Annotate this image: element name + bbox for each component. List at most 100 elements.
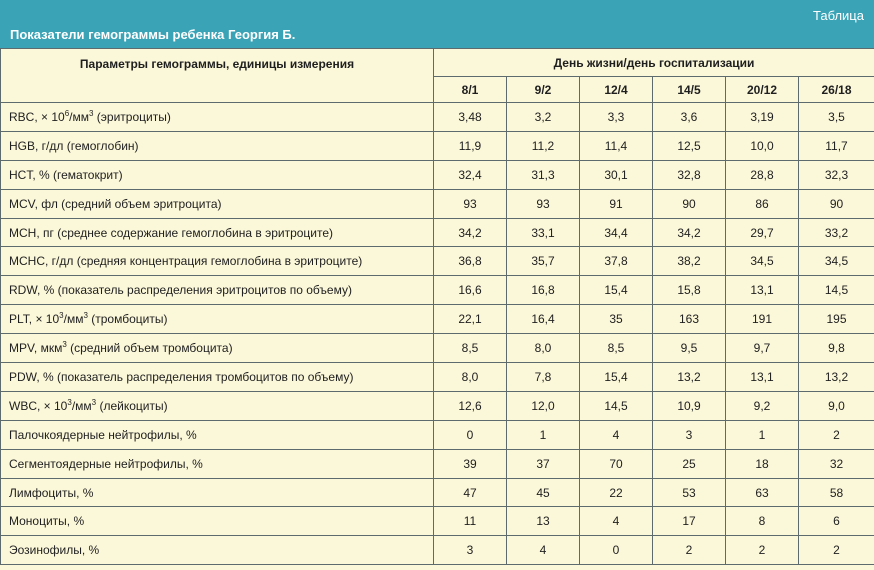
day-column-header: 14/5 bbox=[652, 76, 726, 103]
value-cell: 195 bbox=[797, 304, 874, 335]
value-cell: 0 bbox=[433, 419, 507, 450]
parameter-label: Эозинофилы, % bbox=[0, 535, 434, 566]
value-cell: 32,4 bbox=[433, 159, 507, 190]
parameter-label-part: 3 bbox=[67, 397, 72, 407]
parameter-label-part: PLT, × 10 bbox=[9, 312, 60, 327]
hemogram-table: Параметры гемограммы, единицы измерения … bbox=[0, 48, 874, 566]
value-cell: 4 bbox=[579, 419, 653, 450]
value-cell: 38,2 bbox=[652, 246, 726, 277]
value-cell: 14,5 bbox=[797, 275, 874, 306]
parameter-label: PDW, % (показатель распределения тромбоц… bbox=[0, 362, 434, 392]
value-cell: 15,4 bbox=[579, 275, 653, 306]
value-cell: 3,3 bbox=[579, 102, 653, 132]
value-cell: 34,2 bbox=[433, 217, 507, 248]
parameter-label-part: /мм bbox=[71, 398, 92, 413]
value-cell: 11,9 bbox=[433, 130, 507, 161]
value-cell: 37,8 bbox=[579, 246, 653, 277]
value-cell: 1 bbox=[725, 419, 799, 450]
parameter-label: Палочкоядерные нейтрофилы, % bbox=[0, 419, 434, 450]
day-column-header: 20/12 bbox=[725, 76, 799, 103]
value-cell: 4 bbox=[579, 506, 653, 537]
value-cell: 47 bbox=[433, 477, 507, 508]
value-cell: 11 bbox=[433, 506, 507, 537]
group-column-header: День жизни/день госпитализации bbox=[432, 48, 874, 77]
value-cell: 2 bbox=[797, 535, 874, 566]
parameter-label-part: WBC, × 10 bbox=[9, 398, 68, 413]
parameter-label-part: RBC, × 10 bbox=[9, 109, 65, 124]
value-cell: 8,5 bbox=[579, 333, 653, 364]
value-cell: 12,6 bbox=[433, 390, 507, 421]
parameter-label-part: 6 bbox=[64, 108, 70, 118]
parameter-label: MCHC, г/дл (средняя концентрация гемогло… bbox=[0, 246, 434, 277]
value-cell: 31,3 bbox=[506, 159, 580, 190]
value-cell: 32,3 bbox=[797, 159, 874, 190]
table-row: Эозинофилы, % 3 4 0 2 2 2 bbox=[0, 535, 874, 566]
parameter-label-part: (средний объем тромбоцита) bbox=[66, 341, 233, 356]
value-cell: 163 bbox=[652, 304, 726, 335]
value-cell: 0 bbox=[579, 535, 653, 566]
parameter-label-part: (эритроциты) bbox=[93, 109, 171, 124]
value-cell: 13,1 bbox=[725, 362, 799, 392]
value-cell: 90 bbox=[652, 188, 726, 219]
table-row: Моноциты, % 11 13 4 17 8 6 bbox=[0, 506, 874, 537]
parameter-label-part: MCHC, г/дл (средняя концентрация гемогло… bbox=[9, 254, 363, 269]
value-cell: 90 bbox=[797, 188, 874, 219]
value-cell: 8 bbox=[725, 506, 799, 537]
value-cell: 12,5 bbox=[652, 130, 726, 161]
value-cell: 91 bbox=[579, 188, 653, 219]
day-column-header: 26/18 bbox=[797, 76, 874, 103]
value-cell: 39 bbox=[433, 448, 507, 479]
value-cell: 4 bbox=[506, 535, 580, 566]
value-cell: 8,0 bbox=[506, 333, 580, 364]
value-cell: 3,48 bbox=[433, 102, 507, 132]
value-cell: 3,19 bbox=[725, 102, 799, 132]
value-cell: 13,2 bbox=[652, 362, 726, 392]
parameter-label-part: (лейкоциты) bbox=[96, 398, 168, 413]
value-cell: 3,6 bbox=[652, 102, 726, 132]
value-cell: 37 bbox=[506, 448, 580, 479]
value-cell: 13 bbox=[506, 506, 580, 537]
value-cell: 7,8 bbox=[506, 362, 580, 392]
table-row: MCV, фл (средний объем эритроцита) 93 93 91… bbox=[0, 188, 874, 219]
value-cell: 32 bbox=[797, 448, 874, 479]
parameter-label: RBC, × 106/мм3 (эритроциты) bbox=[0, 102, 434, 132]
table-title: Показатели гемограммы ребенка Георгия Б. bbox=[10, 27, 296, 42]
value-cell: 35,7 bbox=[506, 246, 580, 277]
table-row: MCH, пг (среднее содержание гемоглобина … bbox=[0, 217, 874, 248]
value-cell: 93 bbox=[506, 188, 580, 219]
parameter-label-part: MPV, мкм bbox=[9, 341, 63, 356]
param-column-header: Параметры гемограммы, единицы измерения bbox=[0, 48, 434, 103]
value-cell: 11,2 bbox=[506, 130, 580, 161]
value-cell: 1 bbox=[506, 419, 580, 450]
value-cell: 3 bbox=[433, 535, 507, 566]
parameter-label: Сегментоядерные нейтрофилы, % bbox=[0, 448, 434, 479]
parameter-label: Лимфоциты, % bbox=[0, 477, 434, 508]
value-cell: 45 bbox=[506, 477, 580, 508]
value-cell: 58 bbox=[797, 477, 874, 508]
value-cell: 13,1 bbox=[725, 275, 799, 306]
value-cell: 25 bbox=[652, 448, 726, 479]
table-row: WBC, × 103/мм3 (лейкоциты) 12,6 12,0 14,5 10… bbox=[0, 390, 874, 421]
value-cell: 30,1 bbox=[579, 159, 653, 190]
value-cell: 35 bbox=[579, 304, 653, 335]
parameter-label-part: RDW, % (показатель распределения эритроц… bbox=[9, 283, 352, 298]
parameter-label-part: Эозинофилы, % bbox=[9, 543, 100, 558]
parameter-label-part: Лимфоциты, % bbox=[9, 485, 94, 500]
parameter-label-part: 3 bbox=[83, 311, 88, 321]
value-cell: 34,2 bbox=[652, 217, 726, 248]
table-row: HGB, г/дл (гемоглобин) 11,9 11,2 11,4 12,5 10… bbox=[0, 130, 874, 161]
value-cell: 2 bbox=[797, 419, 874, 450]
parameter-label-part: Моноциты, % bbox=[9, 514, 85, 529]
parameter-label: RDW, % (показатель распределения эритроц… bbox=[0, 275, 434, 306]
value-cell: 34,4 bbox=[579, 217, 653, 248]
table-row: HCT, % (гематокрит) 32,4 31,3 30,1 32,8 28,8 3… bbox=[0, 159, 874, 190]
value-cell: 32,8 bbox=[652, 159, 726, 190]
parameter-label-part: 3 bbox=[59, 311, 64, 321]
value-cell: 3,5 bbox=[797, 102, 874, 132]
value-cell: 11,4 bbox=[579, 130, 653, 161]
value-cell: 63 bbox=[725, 477, 799, 508]
day-column-header: 12/4 bbox=[579, 76, 653, 103]
table-row: MPV, мкм3 (средний объем тромбоцита) 8,5 8… bbox=[0, 333, 874, 364]
parameter-label-part: HCT, % (гематокрит) bbox=[9, 167, 123, 182]
